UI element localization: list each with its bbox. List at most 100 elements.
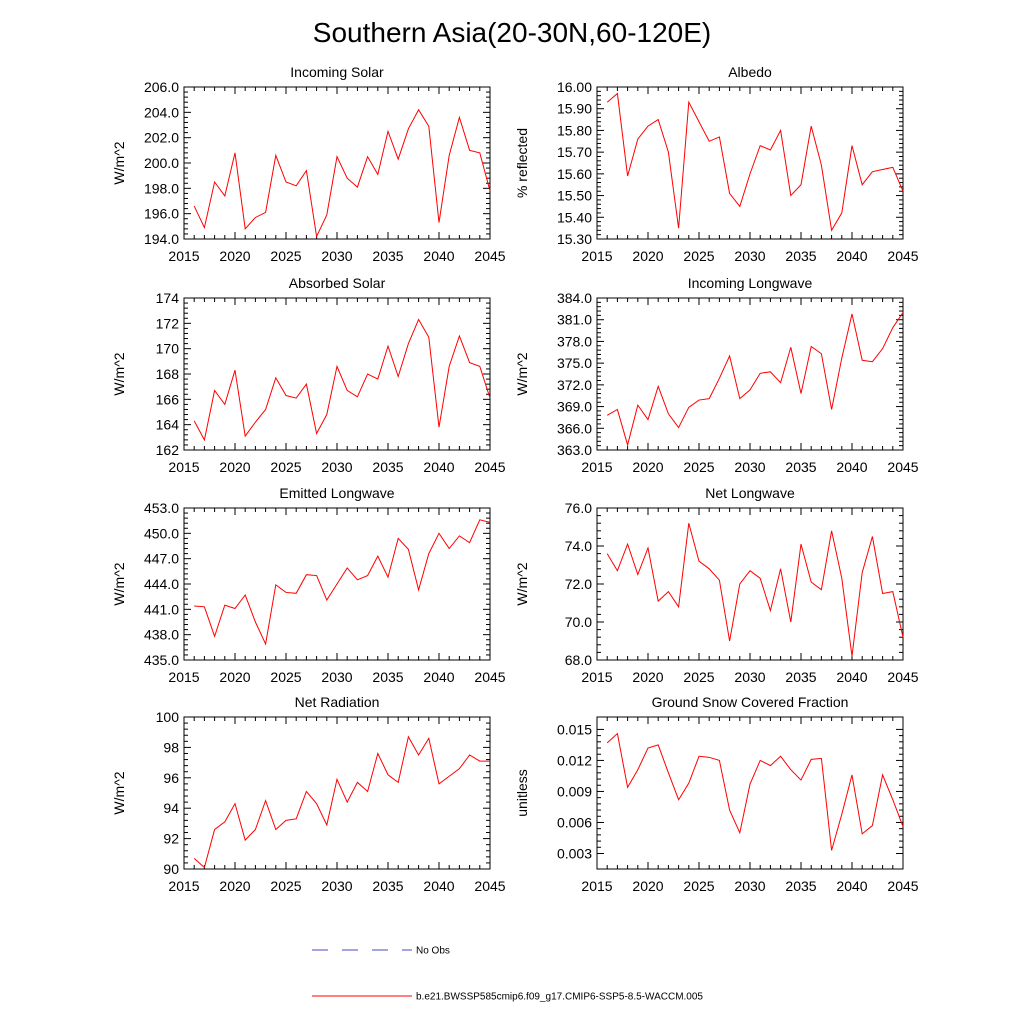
x-tick-label: 2030	[321, 669, 352, 685]
x-tick-label: 2020	[632, 248, 663, 264]
x-tick-label: 2025	[683, 459, 714, 475]
y-axis-label: % reflected	[514, 128, 530, 198]
y-tick-label: 16.00	[557, 79, 592, 95]
y-tick-label: 94	[163, 800, 179, 816]
y-tick-label: 202.0	[144, 130, 179, 146]
panel-5: 2015 2020 2025 2030 2035 2040 2045 435.0 438.0 44…	[111, 485, 506, 685]
x-tick-label: 2040	[423, 669, 454, 685]
y-axis-label: unitless	[514, 769, 530, 816]
y-tick-label: 172	[156, 315, 180, 331]
y-tick-label: 438.0	[144, 627, 179, 643]
plot-frame	[596, 716, 904, 870]
series-line	[606, 732, 904, 851]
y-tick-label: 74.0	[565, 538, 592, 554]
y-tick-label: 200.0	[144, 155, 179, 171]
y-tick-label: 15.50	[557, 188, 592, 204]
x-tick-label: 2045	[887, 248, 918, 264]
panel-title: Ground Snow Covered Fraction	[652, 694, 849, 710]
x-tick-label: 2040	[423, 248, 454, 264]
y-tick-label: 378.0	[557, 333, 592, 349]
y-tick-label: 0.006	[557, 814, 592, 830]
x-tick-label: 2015	[581, 459, 612, 475]
x-tick-label: 2015	[581, 248, 612, 264]
y-tick-label: 366.0	[557, 420, 592, 436]
y-tick-label: 15.30	[557, 231, 592, 247]
series-line	[193, 108, 491, 239]
y-tick-label: 0.012	[557, 752, 592, 768]
x-tick-label: 2045	[474, 248, 505, 264]
x-tick-label: 2020	[219, 669, 250, 685]
y-tick-label: 166	[156, 391, 180, 407]
y-tick-label: 369.0	[557, 399, 592, 415]
y-tick-label: 0.009	[557, 783, 592, 799]
y-tick-label: 435.0	[144, 652, 179, 668]
series-line	[193, 735, 490, 869]
y-tick-label: 453.0	[144, 500, 179, 516]
series-line	[606, 312, 904, 447]
y-tick-label: 0.003	[557, 845, 592, 861]
series-line	[606, 523, 904, 657]
x-tick-label: 2025	[270, 248, 301, 264]
panel-8: 2015 2020 2025 2030 2035 2040 2045 0.003 0.006 0.…	[514, 694, 919, 894]
panel-3: 2015 2020 2025 2030 2035 2040 2045 162 164 166 168…	[111, 275, 506, 475]
y-tick-label: 441.0	[144, 601, 179, 617]
panel-2: 2015 2020 2025 2030 2035 2040 2045 15.30 15.40 15…	[514, 64, 919, 264]
y-tick-label: 92	[163, 831, 179, 847]
x-tick-label: 2020	[219, 459, 250, 475]
y-tick-label: 198.0	[144, 180, 179, 196]
panel-title: Albedo	[728, 64, 772, 80]
y-tick-label: 170	[156, 341, 180, 357]
y-tick-label: 90	[163, 861, 179, 877]
panel-title: Net Radiation	[295, 694, 380, 710]
y-tick-label: 372.0	[557, 377, 592, 393]
y-tick-label: 70.0	[565, 614, 592, 630]
x-tick-label: 2030	[734, 669, 765, 685]
x-tick-label: 2045	[887, 878, 918, 894]
y-tick-label: 194.0	[144, 231, 179, 247]
x-tick-label: 2045	[887, 459, 918, 475]
x-tick-label: 2035	[372, 459, 403, 475]
x-tick-label: 2040	[836, 248, 867, 264]
x-tick-label: 2030	[321, 248, 352, 264]
x-tick-label: 2035	[785, 248, 816, 264]
series-line	[606, 92, 904, 232]
x-tick-label: 2020	[219, 248, 250, 264]
x-tick-label: 2015	[168, 669, 199, 685]
y-tick-label: 15.60	[557, 166, 592, 182]
x-tick-label: 2020	[632, 459, 663, 475]
y-tick-label: 0.015	[557, 721, 592, 737]
y-tick-label: 72.0	[565, 576, 592, 592]
panel-4: 2015 2020 2025 2030 2035 2040 2045 363.0 366.0 36…	[514, 275, 919, 475]
y-tick-label: 381.0	[557, 312, 592, 328]
panel-title: Net Longwave	[705, 485, 795, 501]
x-tick-label: 2020	[632, 878, 663, 894]
y-tick-label: 96	[163, 770, 179, 786]
x-tick-label: 2045	[474, 878, 505, 894]
y-tick-label: 76.0	[565, 500, 592, 516]
x-tick-label: 2025	[270, 669, 301, 685]
x-tick-label: 2025	[683, 248, 714, 264]
y-axis-label: W/m^2	[514, 352, 530, 395]
y-axis-label: W/m^2	[111, 562, 127, 605]
x-tick-label: 2045	[887, 669, 918, 685]
main-title: Southern Asia(20-30N,60-120E)	[313, 17, 711, 48]
x-tick-label: 2040	[836, 669, 867, 685]
panel-6: 2015 2020 2025 2030 2035 2040 2045 68.0 70.0 72.0…	[514, 485, 919, 685]
x-tick-label: 2045	[474, 459, 505, 475]
x-tick-label: 2020	[219, 878, 250, 894]
panel-title: Emitted Longwave	[279, 485, 394, 501]
y-tick-label: 168	[156, 366, 180, 382]
x-tick-label: 2030	[321, 878, 352, 894]
plot-frame	[596, 297, 904, 451]
legend: No Obs b.e21.BWSSP585cmip6.f09_g17.CMIP6…	[312, 946, 703, 1003]
y-tick-label: 100	[156, 709, 180, 725]
panel-1: 2015 2020 2025 2030 2035 2040 2045 194.0 196.0 19…	[111, 64, 506, 264]
x-tick-label: 2030	[734, 459, 765, 475]
legend-model-label: b.e21.BWSSP585cmip6.f09_g17.CMIP6-SSP5-8…	[416, 992, 703, 1003]
plot-frame	[183, 297, 491, 451]
x-tick-label: 2040	[423, 459, 454, 475]
y-tick-label: 444.0	[144, 576, 179, 592]
y-tick-label: 447.0	[144, 551, 179, 567]
